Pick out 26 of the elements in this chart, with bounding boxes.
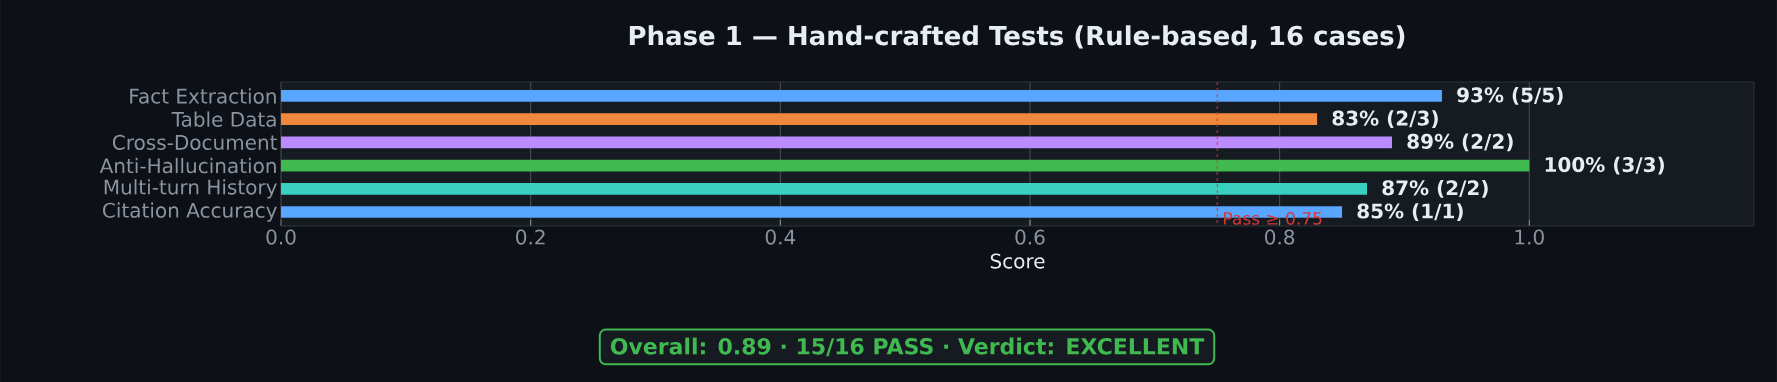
y-tick-label: Table Data [171,111,276,127]
data-label: 85% (1/1) [1357,203,1463,221]
x-tick-label: 1.0 [1515,229,1544,245]
y-tick-label: Anti-Hallucination [99,157,276,174]
x-tick-label: 0.4 [765,229,796,245]
y-tick-label: Citation Accuracy [103,202,277,222]
x-tick-label: 0.8 [1265,229,1295,245]
y-tick-label: Cross-Document [112,134,278,150]
data-label: 93% (5/5) [1457,87,1563,105]
x-tick-label: 0.0 [266,229,296,245]
bar [281,159,1530,172]
bar [281,113,1318,125]
x-axis-title: Score [990,253,1045,269]
y-tick-label: Fact Extraction [130,88,276,104]
text: Overall: 0.89 · 15/16 PASS · Verdict: EXCELLENT [610,337,1205,357]
chart-title: Phase 1 — Hand-crafted Tests (Rule-based, 16 cases) [629,25,1405,49]
bar [281,183,1368,195]
data-label: 89% (2/2) [1407,133,1513,152]
data-label: 87% (2/2) [1382,179,1488,198]
y-tick-label: Multi-turn History [104,179,277,199]
bar [281,136,1392,149]
x-tick-label: 0.2 [516,229,545,245]
x-tick-label: 0.6 [1015,229,1045,245]
data-label: 83% (2/3) [1332,110,1438,129]
data-label: 100% (3/3) [1545,156,1664,175]
bar [281,90,1442,102]
